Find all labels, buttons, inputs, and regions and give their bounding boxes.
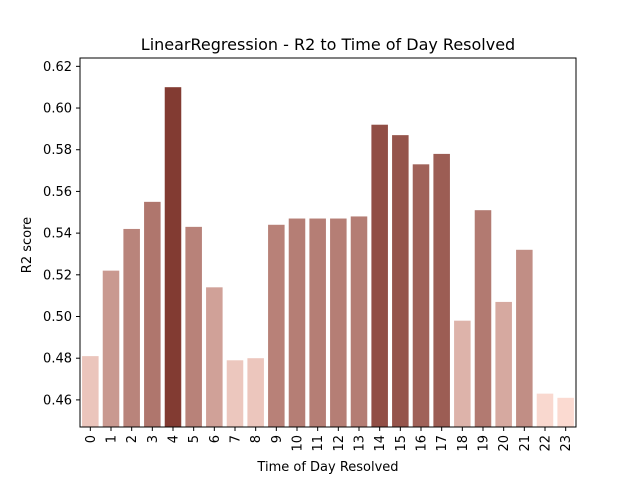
bar-18: [454, 320, 471, 427]
x-tick-label: 1: [105, 435, 120, 443]
bar-15: [392, 135, 409, 427]
bar-20: [495, 301, 512, 427]
x-tick-label: 3: [146, 435, 161, 443]
x-tick-label: 10: [291, 435, 306, 452]
bar-12: [330, 218, 347, 427]
bar-23: [557, 397, 574, 427]
x-tick-label: 15: [394, 435, 409, 452]
x-tick-label: 20: [497, 435, 512, 452]
bar-2: [123, 228, 140, 427]
y-axis: 0.46 0.48 0.50 0.52 0.54 0.56 0.58 0.60 0.62: [43, 60, 80, 408]
plot-area: [79, 57, 577, 428]
chart-title: LinearRegression - R2 to Time of Day Res…: [141, 35, 515, 54]
y-tick-label: 0.46: [43, 393, 72, 408]
bar-21: [516, 249, 533, 427]
bar-4: [164, 87, 182, 427]
bar-14: [371, 124, 388, 428]
y-tick-label: 0.56: [43, 185, 72, 200]
x-axis: 0 1 2 3 4 5 6 7 8 9 10 11 12 13 14 15 16 17 18 19 20 21 22 23: [84, 427, 574, 452]
x-tick-label: 16: [415, 435, 430, 452]
y-tick-label: 0.60: [43, 102, 72, 117]
x-tick-label: 22: [539, 435, 554, 452]
y-tick-label: 0.58: [43, 143, 72, 158]
x-tick-label: 19: [477, 435, 492, 452]
y-tick-label: 0.52: [43, 268, 72, 283]
x-tick-label: 13: [353, 435, 368, 452]
y-axis-label: R2 score: [20, 217, 35, 273]
x-tick-label: 17: [435, 435, 450, 452]
y-tick-label: 0.48: [43, 352, 72, 367]
x-tick-label: 21: [518, 435, 533, 452]
bar-16: [412, 164, 430, 427]
bar-7: [226, 360, 244, 427]
x-tick-label: 5: [187, 435, 202, 443]
bar-8: [247, 358, 264, 427]
x-tick-label: 14: [373, 435, 388, 452]
x-tick-label: 7: [229, 435, 244, 443]
bar-11: [309, 218, 326, 427]
x-tick-label: 6: [208, 435, 223, 443]
y-tick-label: 0.54: [43, 227, 72, 242]
x-tick-label: 12: [332, 435, 347, 452]
bar-9: [268, 224, 285, 427]
bar-13: [350, 216, 368, 427]
bar-17: [433, 153, 450, 427]
bar-22: [536, 393, 554, 427]
x-tick-label: 11: [311, 435, 326, 452]
bar-5: [185, 226, 202, 427]
x-tick-label: 18: [456, 435, 471, 452]
y-tick-label: 0.50: [43, 310, 72, 325]
x-axis-label: Time of Day Resolved: [256, 460, 398, 475]
x-tick-label: 0: [84, 435, 99, 443]
plot-frame: [79, 57, 577, 428]
bar-10: [288, 218, 306, 427]
bar-6: [206, 287, 223, 427]
x-tick-label: 9: [270, 435, 285, 443]
bar-0: [82, 356, 99, 427]
bar-1: [102, 270, 120, 427]
bar-19: [474, 210, 492, 427]
x-tick-label: 23: [559, 435, 574, 452]
y-tick-label: 0.62: [43, 60, 72, 75]
x-tick-label: 8: [249, 435, 264, 443]
x-tick-label: 2: [125, 435, 140, 443]
x-tick-label: 4: [167, 435, 182, 443]
bar-3: [144, 201, 161, 427]
